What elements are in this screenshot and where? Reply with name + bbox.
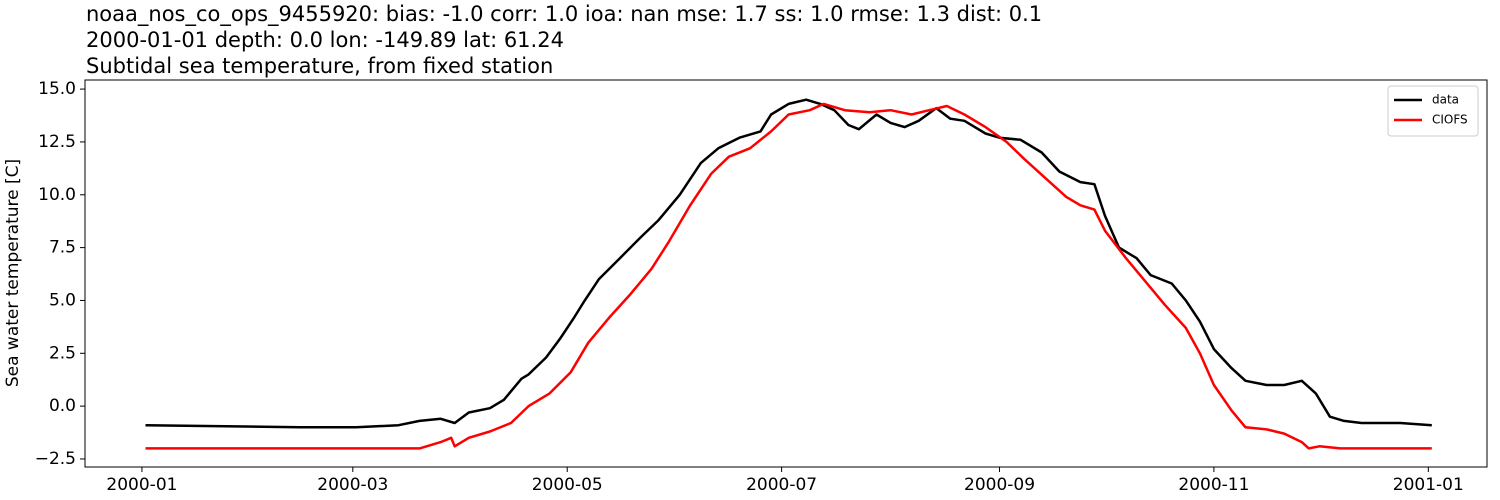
y-tick-label: 12.5 [38, 132, 76, 152]
legend-label: CIOFS [1432, 113, 1468, 127]
x-tick-label: 2000-07 [746, 475, 817, 495]
line-series [145, 102, 1432, 450]
chart-subtitle: 2000-01-01 depth: 0.0 lon: -149.89 lat: … [86, 28, 564, 52]
chart-title: noaa_nos_co_ops_9455920: bias: -1.0 corr… [86, 2, 1042, 27]
plot-frame [84, 79, 1488, 468]
x-tick-label: 2001-01 [1393, 475, 1464, 495]
x-tick-label: 2000-03 [317, 475, 388, 495]
chart-subtitle: Subtidal sea temperature, from fixed sta… [86, 54, 553, 78]
y-axis-label: Sea water temperature [C] [3, 159, 23, 387]
x-tick-label: 2000-05 [532, 475, 603, 495]
x-tick-label: 2000-01 [106, 475, 177, 495]
y-tick-label: 5.0 [49, 290, 76, 310]
y-tick-label: 10.0 [38, 185, 76, 205]
legend-box [1387, 85, 1479, 137]
y-tick-label: 0.0 [49, 396, 76, 416]
y-tick-label: −2.5 [35, 449, 76, 469]
legend-label: data [1432, 93, 1459, 107]
y-tick-label: 15.0 [38, 79, 76, 99]
x-tick-label: 2000-09 [964, 475, 1035, 495]
y-tick-label: 2.5 [49, 343, 76, 363]
x-tick-label: 2000-11 [1178, 475, 1249, 495]
y-tick-label: 7.5 [49, 238, 76, 258]
line-series [145, 98, 1432, 429]
